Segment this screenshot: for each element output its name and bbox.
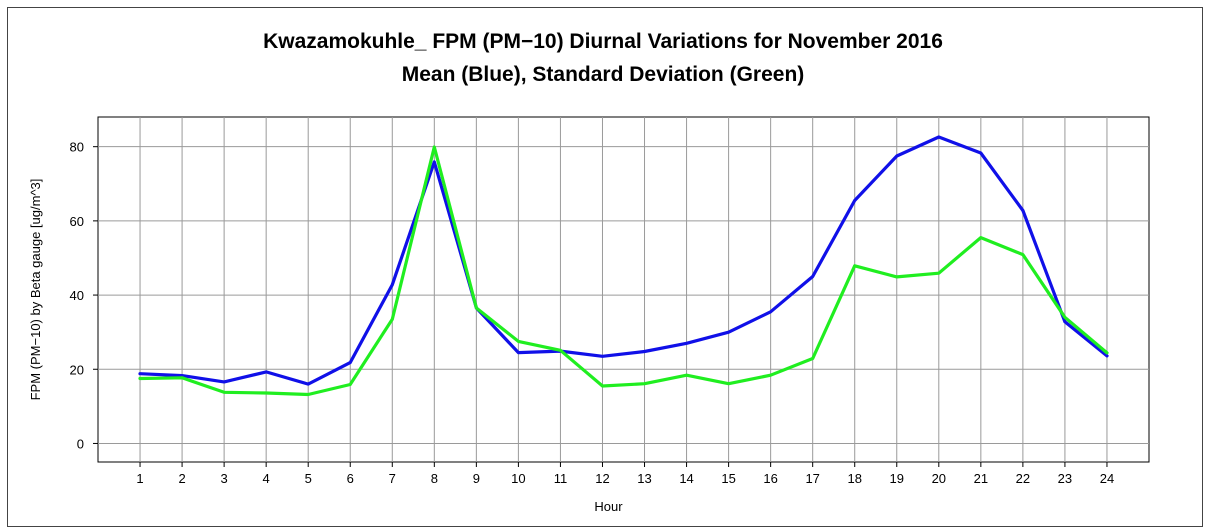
x-tick-label: 14 xyxy=(679,471,693,486)
series-line-1 xyxy=(138,135,1109,386)
x-tick-label: 17 xyxy=(805,471,819,486)
x-tick-label: 20 xyxy=(932,471,946,486)
x-axis: 1 2 3 4 5 6 7 8 9 10 11 12 13 14 15 16 17 18 19 20 21 22 23 24 xyxy=(136,462,1114,486)
x-tick-label: 23 xyxy=(1058,471,1072,486)
series-group xyxy=(138,135,1109,397)
y-tick-label: 40 xyxy=(70,288,84,303)
chart: Kwazamokuhle_ FPM (PM−10) Diurnal Variat… xyxy=(28,30,1150,514)
y-tick-label: 0 xyxy=(77,436,84,451)
x-tick-label: 16 xyxy=(763,471,777,486)
grid xyxy=(98,117,1149,462)
x-tick-label: 9 xyxy=(473,471,480,486)
x-tick-label: 18 xyxy=(847,471,861,486)
x-tick-label: 21 xyxy=(974,471,988,486)
chart-title: Kwazamokuhle_ FPM (PM−10) Diurnal Variat… xyxy=(263,30,943,53)
x-tick-label: 12 xyxy=(595,471,609,486)
x-tick-label: 7 xyxy=(389,471,396,486)
x-axis-label: Hour xyxy=(594,499,623,514)
chart-subtitle: Mean (Blue), Standard Deviation (Green) xyxy=(402,63,805,86)
x-tick-label: 22 xyxy=(1016,471,1030,486)
x-tick-label: 1 xyxy=(136,471,143,486)
x-tick-label: 15 xyxy=(721,471,735,486)
x-tick-label: 10 xyxy=(511,471,525,486)
x-tick-label: 3 xyxy=(221,471,228,486)
y-tick-label: 80 xyxy=(70,140,84,155)
x-tick-label: 24 xyxy=(1100,471,1114,486)
y-tick-label: 20 xyxy=(70,362,84,377)
y-axis-label: FPM (PM−10) by Beta gauge [ug/m^3] xyxy=(28,179,43,401)
x-tick-label: 19 xyxy=(890,471,904,486)
series-line-2 xyxy=(138,145,1109,397)
x-tick-label: 4 xyxy=(263,471,270,486)
x-tick-label: 5 xyxy=(305,471,312,486)
y-tick-label: 60 xyxy=(70,214,84,229)
x-tick-label: 2 xyxy=(178,471,185,486)
x-tick-label: 13 xyxy=(637,471,651,486)
plot-area xyxy=(97,116,1150,463)
x-tick-label: 6 xyxy=(347,471,354,486)
x-tick-label: 11 xyxy=(554,471,568,486)
x-tick-label: 8 xyxy=(431,471,438,486)
y-axis: 0 20 40 60 80 xyxy=(70,140,98,451)
